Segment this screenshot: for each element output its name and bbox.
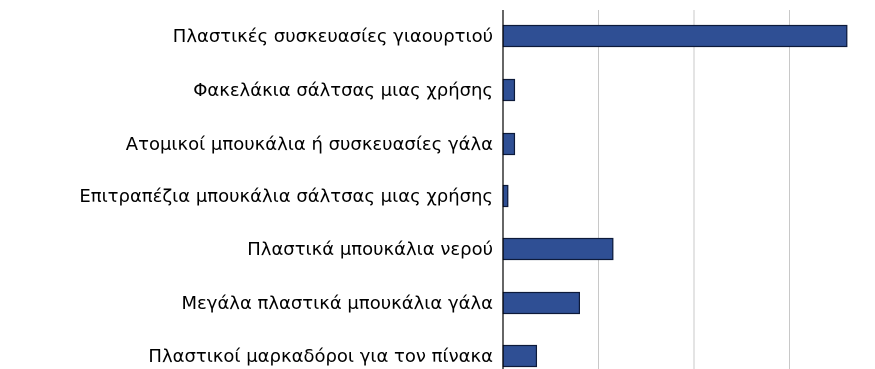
bar-6 bbox=[502, 291, 581, 315]
category-label-7: Πλαστικοί μαρκαδόροι για τον πίνακα bbox=[148, 346, 493, 367]
bar-7 bbox=[502, 344, 538, 368]
category-label-6: Μεγάλα πλαστικά μπουκάλια γάλα bbox=[182, 293, 493, 314]
bar-1 bbox=[502, 24, 848, 48]
bars bbox=[502, 24, 848, 368]
category-label-2: Φακελάκια σάλτσας μιας χρήσης bbox=[193, 80, 493, 101]
bar-3 bbox=[502, 132, 516, 156]
bar-2 bbox=[502, 78, 516, 102]
category-label-1: Πλαστικές συσκευασίες γιαουρτιού bbox=[173, 26, 493, 47]
bar-5 bbox=[502, 237, 614, 261]
gridlines bbox=[598, 10, 790, 369]
category-label-4: Επιτραπέζια μπουκάλια σάλτσας μιας χρήση… bbox=[79, 186, 493, 207]
bar-4 bbox=[502, 184, 509, 208]
category-label-5: Πλαστικά μπουκάλια νερού bbox=[247, 239, 493, 260]
category-label-3: Ατομικοί μπουκάλια ή συσκευασίες γάλα bbox=[126, 134, 493, 155]
category-labels: Πλαστικές συσκευασίες γιαουρτιού Φακελάκι… bbox=[79, 26, 493, 367]
